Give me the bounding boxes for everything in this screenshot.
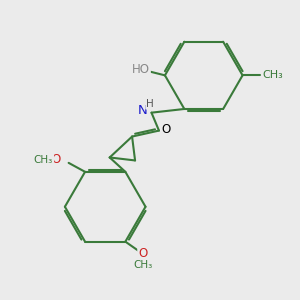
- Text: N: N: [138, 104, 147, 117]
- Text: O: O: [139, 247, 148, 260]
- Text: CH₃: CH₃: [34, 155, 53, 166]
- Text: CH₃: CH₃: [134, 260, 153, 270]
- Text: H: H: [146, 99, 154, 109]
- Text: O: O: [162, 123, 171, 136]
- Text: CH₃: CH₃: [263, 70, 284, 80]
- Text: O: O: [52, 153, 61, 167]
- Text: HO: HO: [131, 63, 149, 76]
